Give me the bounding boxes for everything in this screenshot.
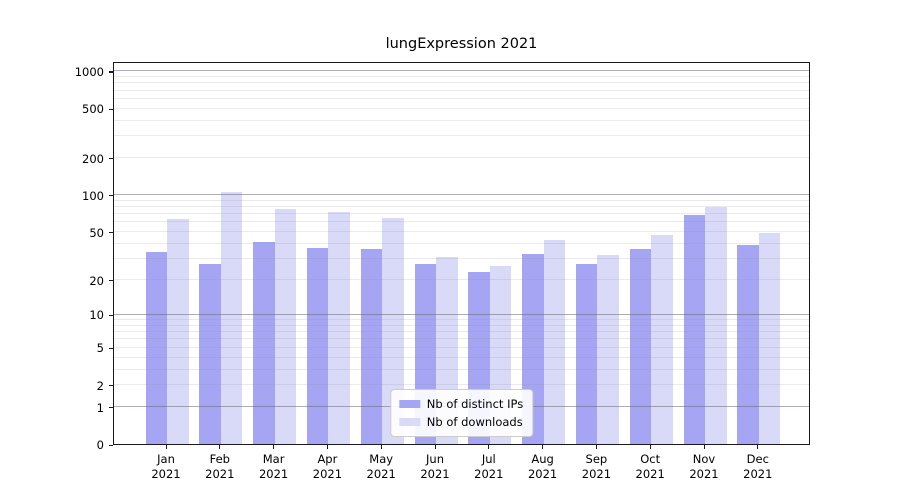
- legend-swatch-downloads: [398, 417, 420, 427]
- x-axis-tick-label: May 2021: [351, 452, 411, 482]
- bar-downloads: [651, 234, 673, 444]
- x-axis-tick-year: 2021: [420, 467, 450, 481]
- bar-downloads: [758, 232, 781, 444]
- x-axis-tick-label: Nov 2021: [674, 452, 734, 482]
- y-axis-tick-mark: [109, 407, 113, 409]
- x-axis-tick-label: Jan 2021: [136, 452, 196, 482]
- gridline: [114, 199, 809, 201]
- x-axis-tick-label: Oct 2021: [620, 452, 680, 482]
- x-axis-tick-year: 2021: [527, 467, 558, 481]
- gridline: [114, 157, 809, 159]
- gridline: [114, 82, 809, 84]
- y-axis-tick-mark: [109, 232, 113, 234]
- gridline: [114, 76, 809, 78]
- x-axis-tick-label: Jul 2021: [459, 452, 519, 482]
- legend-label: Nb of downloads: [426, 415, 523, 429]
- y-axis-tick-label: 1: [96, 400, 104, 415]
- gridline: [114, 70, 809, 72]
- x-axis-tick-mark: [488, 445, 490, 449]
- y-axis-tick-label: 0: [96, 438, 104, 452]
- x-axis-tick-year: 2021: [689, 467, 719, 481]
- chart-title: lungExpression 2021: [385, 36, 538, 52]
- y-axis-tick-mark: [109, 71, 113, 73]
- bar-distinct-ips: [253, 242, 275, 444]
- bar-distinct-ips: [737, 244, 759, 444]
- bar-downloads: [328, 212, 350, 444]
- x-axis-tick-year: 2021: [205, 467, 235, 481]
- y-axis-tick-mark: [109, 444, 113, 446]
- y-axis-tick-mark: [109, 280, 113, 282]
- y-axis-tick-mark: [109, 108, 113, 110]
- y-axis-tick-mark: [109, 385, 113, 387]
- legend-swatch-distinct-ips: [398, 399, 420, 409]
- x-axis-tick-mark: [273, 445, 275, 449]
- x-axis-tick-year: 2021: [151, 467, 181, 481]
- x-axis-tick-mark: [703, 445, 705, 449]
- x-axis-tick-year: 2021: [581, 467, 612, 481]
- bar-downloads: [543, 239, 566, 444]
- x-axis-tick-year: 2021: [635, 467, 665, 481]
- x-axis-tick-mark: [380, 445, 382, 449]
- bar-downloads: [382, 217, 404, 444]
- x-axis-tick-label: Dec 2021: [728, 452, 788, 482]
- x-axis-tick-mark: [757, 445, 759, 449]
- legend-item: Nb of distinct IPs: [398, 395, 524, 413]
- x-axis-tick-year: 2021: [366, 467, 396, 481]
- x-axis-tick-mark: [219, 445, 221, 449]
- y-axis-tick-label: 1000: [74, 64, 104, 79]
- legend-label: Nb of distinct IPs: [426, 397, 524, 411]
- bar-distinct-ips: [360, 248, 383, 444]
- x-axis-tick-label: Apr 2021: [297, 452, 357, 482]
- gridline: [114, 107, 809, 109]
- legend: Nb of distinct IPs Nb of downloads: [389, 389, 534, 437]
- x-axis-tick-mark: [542, 445, 544, 449]
- bar-distinct-ips: [683, 214, 705, 444]
- bar-downloads: [167, 218, 189, 444]
- gridline: [114, 135, 809, 137]
- bar-distinct-ips: [629, 248, 652, 444]
- gridline: [114, 194, 809, 196]
- y-axis-tick-label: 5: [96, 341, 104, 356]
- bar-downloads: [597, 255, 619, 444]
- gridline: [114, 119, 809, 121]
- bar-distinct-ips: [145, 251, 167, 444]
- x-axis-tick-mark: [165, 445, 167, 449]
- gridline: [114, 97, 809, 99]
- y-axis-tick-label: 20: [89, 273, 104, 288]
- x-axis-tick-label: Jun 2021: [405, 452, 465, 482]
- y-axis-tick-label: 100: [82, 188, 104, 203]
- x-axis-tick-mark: [326, 445, 329, 449]
- x-axis-tick-year: 2021: [474, 467, 504, 481]
- y-axis-tick-label: 2: [96, 378, 104, 393]
- legend-item: Nb of downloads: [398, 413, 523, 431]
- y-axis-tick-mark: [109, 314, 113, 317]
- x-axis-tick-label: Aug 2021: [513, 452, 573, 482]
- x-axis-tick-mark: [649, 445, 651, 449]
- x-axis-tick-label: Mar 2021: [244, 452, 304, 482]
- x-axis-tick-label: Feb 2021: [190, 452, 250, 482]
- bar-distinct-ips: [199, 264, 221, 444]
- x-axis-tick-year: 2021: [258, 467, 289, 481]
- y-axis-tick-label: 200: [82, 151, 104, 166]
- y-axis-tick-label: 10: [89, 308, 104, 323]
- x-axis-tick-year: 2021: [743, 467, 773, 481]
- x-axis-tick-mark: [595, 445, 598, 449]
- gridline: [114, 89, 809, 91]
- x-axis-tick-mark: [434, 445, 436, 449]
- y-axis-tick-mark: [109, 158, 113, 160]
- y-axis-tick-label: 50: [89, 225, 104, 240]
- x-axis-tick-year: 2021: [312, 467, 343, 481]
- plot-area: Nb of distinct IPs Nb of downloads: [113, 62, 810, 445]
- y-axis-tick-label: 500: [82, 102, 104, 117]
- bar-distinct-ips: [575, 264, 598, 444]
- bar-downloads: [705, 206, 727, 444]
- y-axis-tick-mark: [109, 347, 113, 349]
- bar-distinct-ips: [306, 247, 329, 444]
- x-axis-tick-label: Sep 2021: [566, 452, 626, 482]
- bar-downloads: [220, 192, 243, 444]
- bar-downloads: [274, 209, 297, 444]
- y-axis-tick-mark: [109, 195, 113, 197]
